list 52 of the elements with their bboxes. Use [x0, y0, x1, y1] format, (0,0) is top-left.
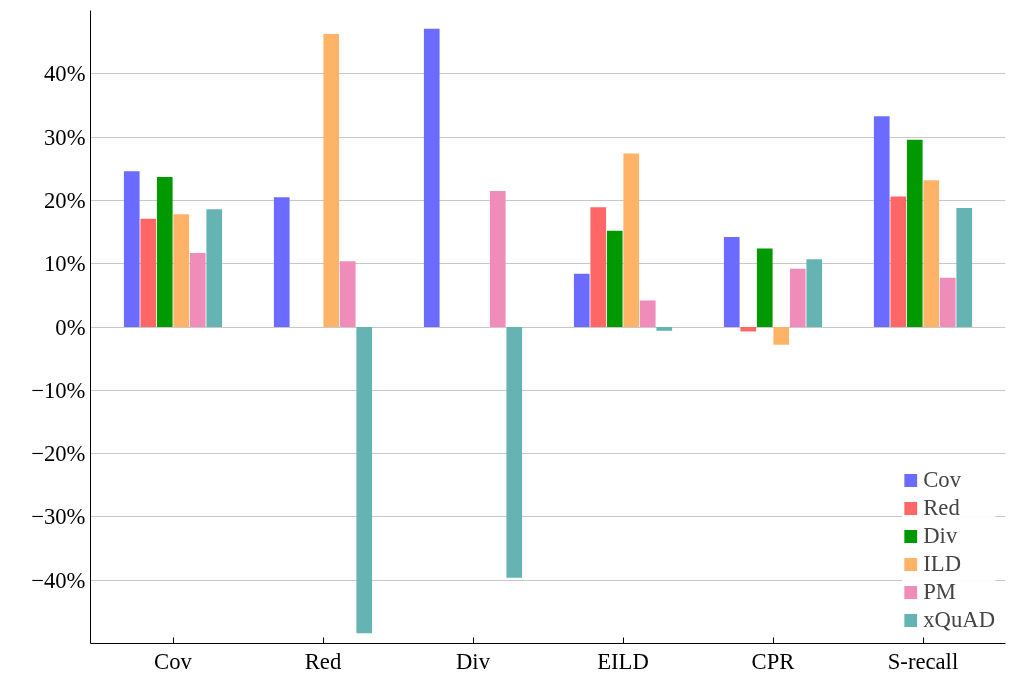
x-tick-label: EILD	[597, 648, 649, 674]
bar	[723, 237, 740, 327]
bar	[590, 207, 607, 327]
x-tick-label: Div	[456, 648, 491, 674]
legend-label: xQuAD	[923, 607, 995, 633]
bar	[956, 208, 973, 327]
bar	[189, 252, 206, 327]
bar	[623, 153, 640, 327]
bar	[740, 327, 757, 332]
bar	[323, 33, 340, 327]
legend-label: PM	[923, 579, 956, 605]
bar	[873, 116, 890, 327]
legend-label: ILD	[923, 551, 961, 577]
bar	[273, 197, 290, 327]
y-tick-label: 20%	[43, 187, 86, 213]
bar	[423, 28, 440, 327]
bar	[656, 327, 673, 331]
bar	[156, 176, 173, 327]
bar	[506, 327, 523, 578]
y-tick-label: 0%	[55, 314, 86, 340]
bar	[606, 230, 623, 327]
bar	[123, 171, 140, 327]
bar	[573, 273, 590, 327]
y-tick-label: 30%	[43, 124, 86, 150]
y-tick-label: −30%	[31, 504, 86, 530]
bar	[356, 327, 373, 634]
bar	[806, 259, 823, 327]
y-tick-label: 10%	[43, 251, 86, 277]
legend-label: Red	[923, 495, 960, 521]
bar	[639, 300, 656, 327]
y-tick-label: −40%	[31, 567, 86, 593]
bar	[789, 268, 806, 327]
bar	[206, 209, 223, 327]
bar	[339, 261, 356, 327]
bar	[939, 277, 956, 327]
legend-label: Cov	[923, 467, 962, 493]
x-tick-label: CPR	[751, 648, 796, 674]
bar	[773, 327, 790, 345]
legend-label: Div	[923, 523, 958, 549]
bar	[890, 196, 907, 327]
y-tick-label: −20%	[31, 441, 86, 467]
bar	[140, 218, 157, 327]
y-tick-label: 40%	[43, 61, 86, 87]
bar	[756, 248, 773, 327]
bar	[489, 190, 506, 327]
x-tick-label: Cov	[154, 648, 193, 674]
bar	[923, 180, 940, 327]
x-tick-label: S-recall	[887, 648, 959, 674]
x-tick-label: Red	[304, 648, 342, 674]
y-tick-label: −10%	[31, 377, 86, 403]
bar	[906, 139, 923, 327]
bar	[173, 214, 190, 327]
